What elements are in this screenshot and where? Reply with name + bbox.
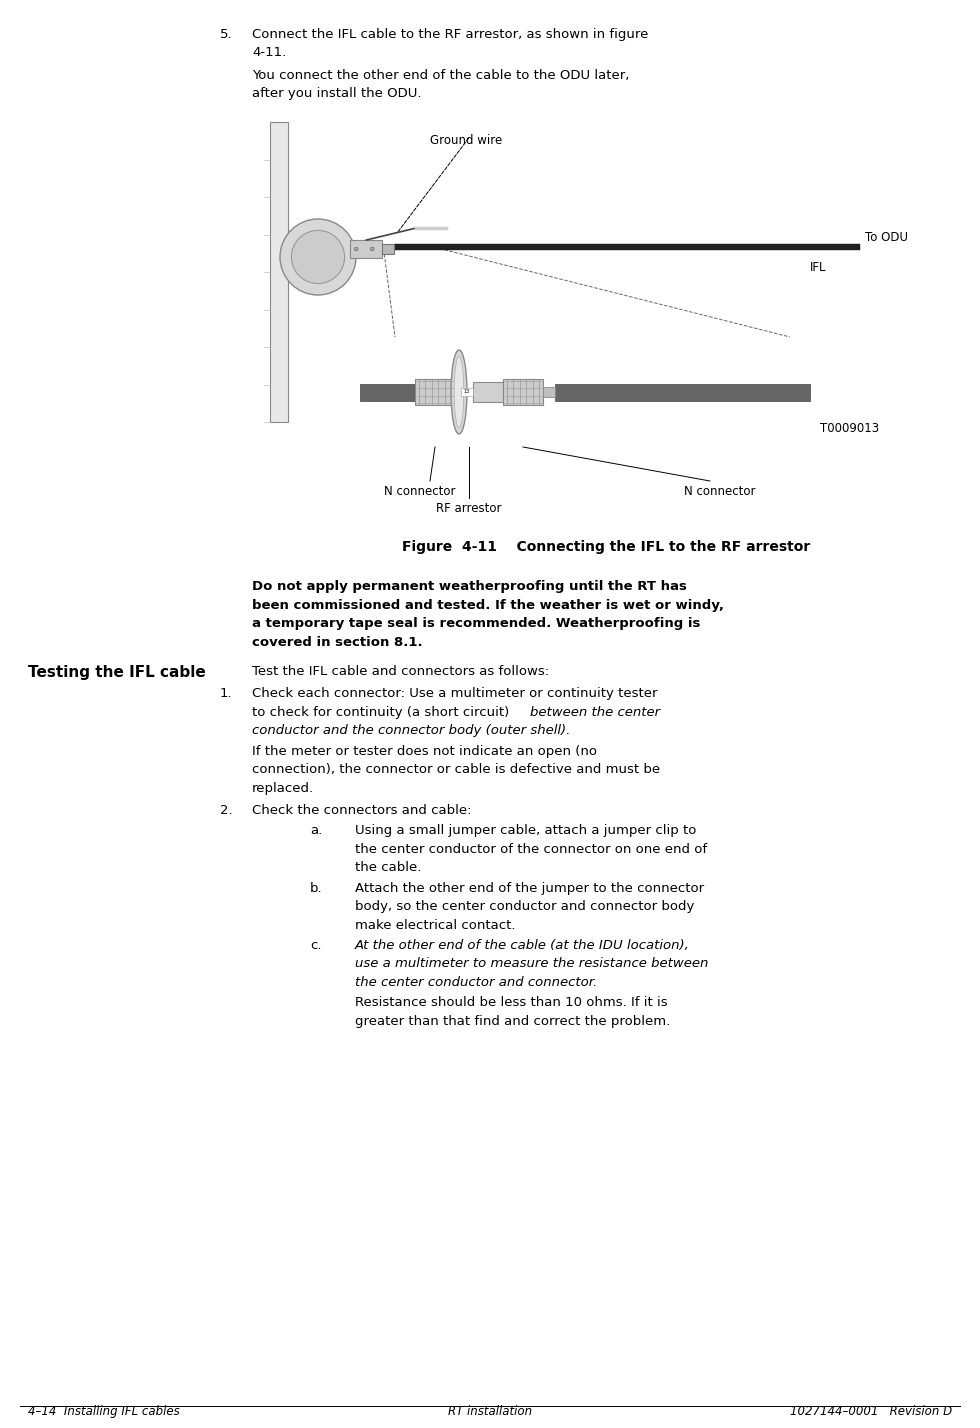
Text: been commissioned and tested. If the weather is wet or windy,: been commissioned and tested. If the wea… xyxy=(252,598,724,611)
Text: T0009013: T0009013 xyxy=(820,423,879,436)
Text: You connect the other end of the cable to the ODU later,: You connect the other end of the cable t… xyxy=(252,69,629,81)
Text: Do not apply permanent weatherproofing until the RT has: Do not apply permanent weatherproofing u… xyxy=(252,580,687,593)
Bar xyxy=(543,387,555,397)
Text: between the center: between the center xyxy=(530,705,661,718)
Text: RT installation: RT installation xyxy=(448,1405,532,1418)
Text: conductor and the connector body (outer shell).: conductor and the connector body (outer … xyxy=(252,724,570,737)
Text: Figure  4-11    Connecting the IFL to the RF arrestor: Figure 4-11 Connecting the IFL to the RF… xyxy=(402,540,810,554)
Text: the center conductor and connector.: the center conductor and connector. xyxy=(355,975,597,990)
Circle shape xyxy=(355,247,358,251)
Text: c.: c. xyxy=(310,938,321,952)
Text: Ground wire: Ground wire xyxy=(430,134,503,147)
Text: covered in section 8.1.: covered in section 8.1. xyxy=(252,635,422,648)
Text: connection), the connector or cable is defective and must be: connection), the connector or cable is d… xyxy=(252,763,661,777)
Text: Attach the other end of the jumper to the connector: Attach the other end of the jumper to th… xyxy=(355,881,704,894)
Text: 2.: 2. xyxy=(220,804,232,817)
Text: 1.: 1. xyxy=(220,687,232,700)
Text: 4–14  Installing IFL cables: 4–14 Installing IFL cables xyxy=(28,1405,179,1418)
Text: If the meter or tester does not indicate an open (no: If the meter or tester does not indicate… xyxy=(252,744,597,758)
Text: greater than that find and correct the problem.: greater than that find and correct the p… xyxy=(355,1015,670,1028)
Text: a.: a. xyxy=(310,824,322,837)
Text: 4-11.: 4-11. xyxy=(252,47,286,60)
Text: Check each connector: Use a multimeter or continuity tester: Check each connector: Use a multimeter o… xyxy=(252,687,658,700)
Bar xyxy=(382,244,394,254)
Bar xyxy=(394,244,860,250)
Text: Testing the IFL cable: Testing the IFL cable xyxy=(28,665,206,680)
Text: Connect the IFL cable to the RF arrestor, as shown in figure: Connect the IFL cable to the RF arrestor… xyxy=(252,29,649,41)
Text: At the other end of the cable (at the IDU location),: At the other end of the cable (at the ID… xyxy=(355,938,690,952)
Ellipse shape xyxy=(291,230,345,284)
Text: after you install the ODU.: after you install the ODU. xyxy=(252,87,421,100)
Bar xyxy=(461,388,473,396)
Text: use a multimeter to measure the resistance between: use a multimeter to measure the resistan… xyxy=(355,957,709,971)
Ellipse shape xyxy=(280,218,356,296)
Text: N connector: N connector xyxy=(384,486,456,498)
Text: the center conductor of the connector on one end of: the center conductor of the connector on… xyxy=(355,843,708,855)
Ellipse shape xyxy=(451,350,467,434)
Text: To ODU: To ODU xyxy=(865,231,908,244)
Text: Check the connectors and cable:: Check the connectors and cable: xyxy=(252,804,471,817)
Text: make electrical contact.: make electrical contact. xyxy=(355,918,515,931)
Text: Resistance should be less than 10 ohms. If it is: Resistance should be less than 10 ohms. … xyxy=(355,997,667,1010)
Text: 5.: 5. xyxy=(220,29,232,41)
Bar xyxy=(360,384,415,400)
Text: 13: 13 xyxy=(464,390,470,394)
Bar xyxy=(415,378,455,406)
Bar xyxy=(555,384,810,400)
Bar xyxy=(503,378,543,406)
Bar xyxy=(270,121,288,423)
Text: IFL: IFL xyxy=(810,261,826,274)
Circle shape xyxy=(370,247,374,251)
Text: b.: b. xyxy=(310,881,322,894)
Text: RF arrestor: RF arrestor xyxy=(436,503,502,516)
Text: Test the IFL cable and connectors as follows:: Test the IFL cable and connectors as fol… xyxy=(252,665,549,678)
Text: N connector: N connector xyxy=(684,486,756,498)
Text: 1027144–0001   Revision D: 1027144–0001 Revision D xyxy=(790,1405,952,1418)
Bar xyxy=(350,240,382,258)
Bar xyxy=(473,383,503,403)
Text: body, so the center conductor and connector body: body, so the center conductor and connec… xyxy=(355,900,695,912)
Text: a temporary tape seal is recommended. Weatherproofing is: a temporary tape seal is recommended. We… xyxy=(252,617,701,630)
Text: to check for continuity (a short circuit): to check for continuity (a short circuit… xyxy=(252,705,514,718)
Ellipse shape xyxy=(454,357,464,428)
Text: the cable.: the cable. xyxy=(355,861,421,874)
Text: Using a small jumper cable, attach a jumper clip to: Using a small jumper cable, attach a jum… xyxy=(355,824,697,837)
Text: replaced.: replaced. xyxy=(252,781,315,794)
